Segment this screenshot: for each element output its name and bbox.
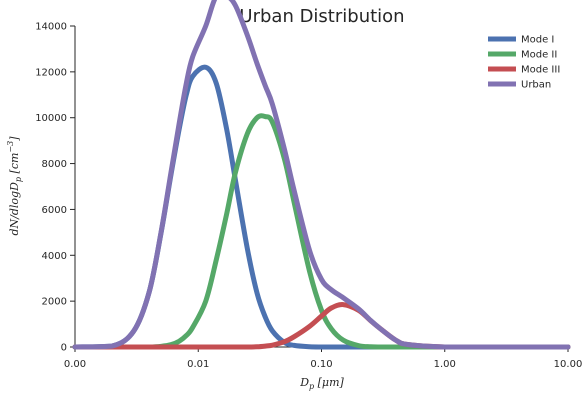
x-tick-label: 0.01 [187, 359, 209, 370]
legend-label-urban: Urban [521, 80, 551, 91]
legend-label-mode-iii: Mode III [521, 65, 560, 76]
x-tick-label: 0.00 [64, 359, 86, 370]
y-axis-label: dN/dlogDp [cm−3] [6, 136, 23, 236]
x-tick-label: 0.10 [310, 359, 332, 370]
y-tick-label: 2000 [42, 297, 67, 308]
y-tick-label: 12000 [35, 67, 67, 78]
series-lines [72, 0, 571, 350]
legend: Mode I Mode II Mode III Urban [488, 35, 560, 91]
series-line-urban [72, 0, 571, 350]
chart-title: Urban Distribution [239, 6, 404, 27]
y-axis-ticks: 0 2000 4000 6000 8000 10000 12000 14000 [35, 22, 75, 354]
y-tick-label: 4000 [42, 251, 67, 262]
x-axis-ticks: 0.00 0.01 0.10 1.00 10.00 [64, 347, 582, 370]
series-line-mode-ii [72, 113, 571, 350]
y-tick-label: 10000 [35, 113, 67, 124]
x-tick-label: 1.00 [434, 359, 456, 370]
x-axis-label: Dp [μm] [299, 376, 344, 391]
y-tick-label: 8000 [42, 159, 67, 170]
legend-label-mode-i: Mode I [521, 35, 554, 46]
legend-label-mode-ii: Mode II [521, 50, 557, 61]
y-tick-label: 6000 [42, 205, 67, 216]
x-tick-label: 10.00 [554, 359, 583, 370]
y-tick-label: 0 [61, 343, 67, 354]
y-tick-label: 14000 [35, 22, 67, 33]
